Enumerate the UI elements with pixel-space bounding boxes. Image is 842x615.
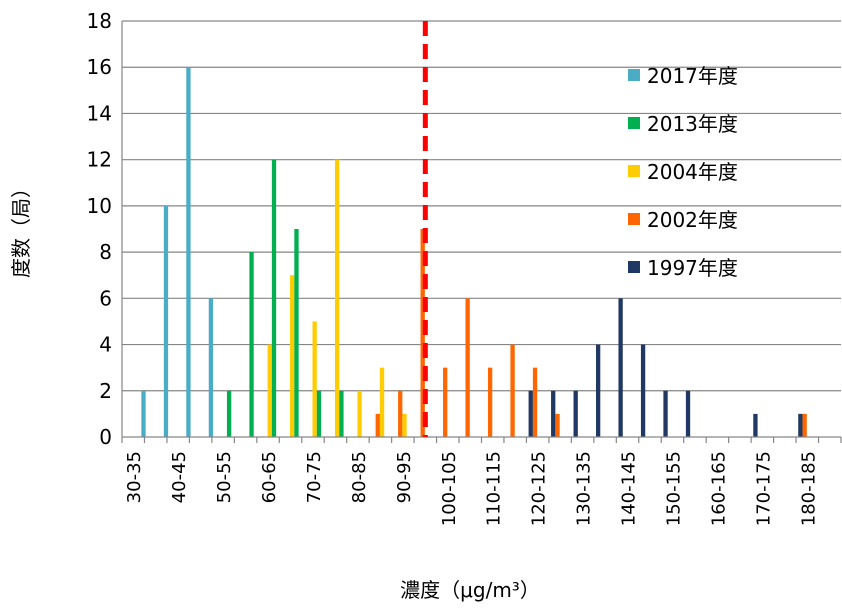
bar	[357, 390, 362, 437]
legend-swatch	[628, 261, 640, 273]
gridlines	[122, 20, 841, 392]
x-tick-label: 40-45	[169, 451, 190, 503]
bar	[573, 390, 578, 437]
bar	[398, 390, 403, 437]
bar	[420, 229, 425, 437]
bar	[312, 321, 317, 437]
bar	[141, 390, 146, 437]
legend-entry: 1997年度	[647, 256, 738, 280]
bar	[532, 367, 538, 437]
legend-entry: 2017年度	[647, 64, 738, 88]
x-tick-label: 80-85	[349, 451, 370, 503]
legend-swatch	[628, 165, 640, 177]
bar	[798, 413, 803, 437]
bar	[753, 413, 758, 437]
bar	[334, 159, 340, 437]
bar	[186, 67, 191, 437]
x-tick-label: 70-75	[304, 451, 325, 503]
y-tick-label: 14	[87, 101, 112, 125]
x-tick-labels: 30-35 40-45 50-55 60-65 70-75 80-85 90-95 100-1…	[124, 451, 819, 526]
bar	[510, 344, 515, 437]
x-tick-label: 90-95	[394, 451, 415, 503]
bar	[528, 390, 533, 437]
bar	[640, 344, 646, 437]
y-tick-label: 6	[99, 286, 112, 310]
bar	[595, 344, 601, 437]
bar	[551, 390, 556, 437]
legend-swatch	[628, 213, 640, 225]
x-tick-label: 50-55	[214, 451, 235, 503]
y-axis-label: 度数（局）	[9, 178, 33, 278]
bar	[267, 344, 272, 437]
x-tick-label: 180-185	[798, 451, 819, 526]
x-tick-label: 150-155	[663, 451, 684, 526]
y-tick-label: 4	[99, 333, 112, 357]
bar	[163, 205, 169, 437]
bar	[208, 298, 214, 437]
legend-entry: 2004年度	[647, 160, 738, 184]
legend: 2017年度 2013年度 2004年度 2002年度 1997年度	[628, 64, 738, 280]
bar	[375, 413, 380, 437]
bars	[141, 67, 807, 437]
bar	[663, 390, 668, 437]
bar	[294, 229, 299, 437]
x-tick-label: 100-105	[439, 451, 460, 526]
bar	[316, 390, 322, 437]
x-tick-label: 140-145	[619, 451, 640, 526]
x-tick-label: 170-175	[753, 451, 774, 526]
x-axis-label: 濃度（μg/m³）	[400, 578, 540, 602]
x-tick-label: 30-35	[124, 451, 145, 503]
x-tick-label: 110-115	[484, 451, 505, 526]
x-tick-label: 130-135	[574, 451, 595, 526]
bar	[685, 390, 691, 437]
bar	[249, 252, 254, 437]
y-tick-label: 0	[99, 425, 112, 449]
bar	[555, 413, 560, 437]
y-tick-label: 12	[87, 148, 112, 172]
bar	[618, 298, 623, 437]
x-tick-label: 60-65	[259, 451, 280, 503]
bar	[379, 367, 385, 437]
bar	[443, 367, 448, 437]
legend-swatch	[628, 69, 640, 81]
axes	[121, 21, 842, 443]
bar	[271, 159, 277, 437]
legend-entry: 2002年度	[647, 208, 738, 232]
bar	[465, 298, 470, 437]
bar	[290, 275, 295, 437]
y-tick-labels: 0 2 4 6 8 10 12 14 16 18	[87, 9, 112, 449]
legend-entry: 2013年度	[647, 112, 738, 136]
y-tick-label: 2	[99, 379, 112, 403]
bar	[226, 390, 232, 437]
bar	[802, 413, 807, 437]
y-tick-label: 8	[99, 240, 112, 264]
y-tick-label: 16	[87, 55, 112, 79]
x-tick-label: 160-165	[708, 451, 729, 526]
legend-swatch	[628, 117, 640, 129]
y-tick-label: 18	[87, 9, 112, 33]
bar	[339, 390, 344, 437]
y-tick-label: 10	[87, 194, 112, 218]
bar	[402, 413, 407, 437]
x-tick-label: 120-125	[529, 451, 550, 526]
bar	[487, 367, 493, 437]
